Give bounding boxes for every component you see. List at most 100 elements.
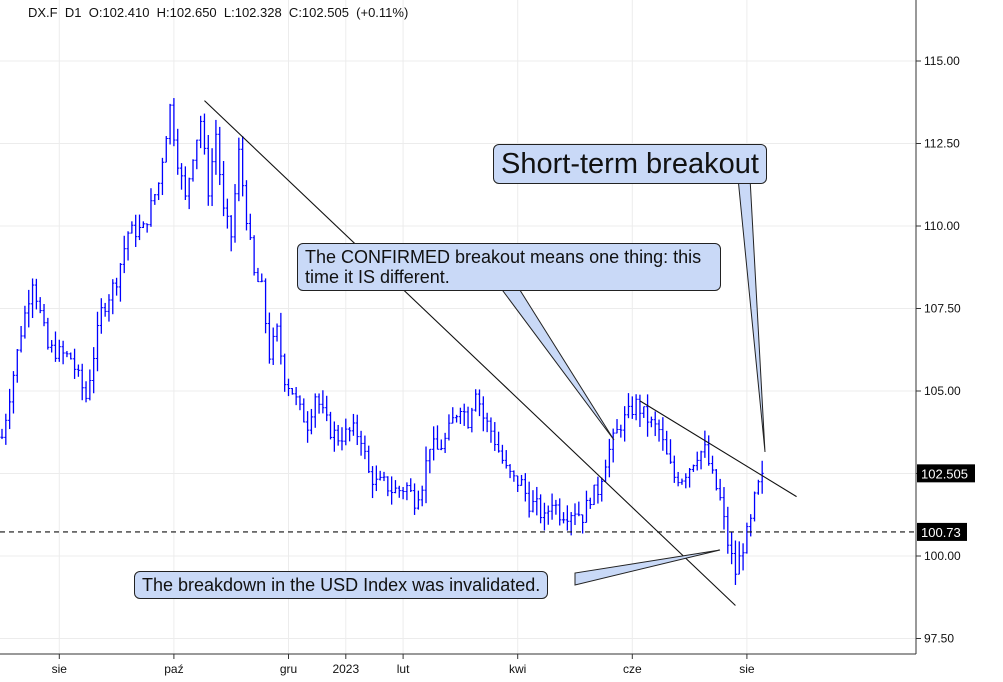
annotation-short-term-breakout: Short-term breakout bbox=[493, 144, 767, 185]
price-bar bbox=[493, 422, 497, 451]
price-bar bbox=[88, 369, 92, 401]
price-bar bbox=[233, 184, 237, 243]
price-bar bbox=[577, 501, 581, 517]
price-bar bbox=[546, 505, 550, 525]
x-tick-label: sie bbox=[739, 662, 755, 676]
price-bar bbox=[489, 417, 493, 443]
price-bar bbox=[65, 350, 69, 358]
price-bar bbox=[153, 193, 157, 205]
price-bar bbox=[149, 188, 153, 227]
price-bar bbox=[416, 490, 420, 510]
price-bar bbox=[435, 425, 440, 450]
chart-grid bbox=[0, 0, 916, 654]
price-bar bbox=[191, 159, 195, 182]
price-bar bbox=[38, 297, 42, 314]
price-bar bbox=[313, 393, 317, 428]
price-bar bbox=[565, 505, 569, 531]
price-bar bbox=[370, 466, 375, 499]
price-bar bbox=[535, 486, 539, 516]
price-bar bbox=[443, 432, 447, 454]
price-bar bbox=[271, 327, 275, 365]
price-bar bbox=[554, 499, 558, 515]
price-bar bbox=[95, 311, 100, 372]
price-bar bbox=[4, 413, 8, 445]
price-bar bbox=[164, 136, 168, 163]
price-bar bbox=[294, 387, 298, 406]
price-bar bbox=[695, 451, 699, 471]
price-bar bbox=[42, 303, 46, 327]
price-bar bbox=[298, 395, 302, 411]
price-bar bbox=[145, 223, 149, 233]
price-bar bbox=[474, 389, 478, 412]
price-bar bbox=[244, 180, 249, 231]
trendlines bbox=[0, 100, 916, 606]
price-bar bbox=[485, 412, 489, 433]
price-bar bbox=[363, 435, 367, 460]
price-bar bbox=[397, 485, 401, 498]
price-bar bbox=[27, 289, 31, 328]
price-bar bbox=[668, 439, 673, 464]
price-bar bbox=[615, 419, 619, 434]
x-tick-label: 2023 bbox=[332, 662, 359, 676]
price-bar bbox=[447, 414, 451, 441]
price-bar bbox=[15, 348, 19, 383]
price-bar bbox=[519, 474, 524, 486]
price-bar bbox=[134, 214, 138, 248]
price-bar bbox=[703, 430, 707, 458]
trendline-short-term-resistance bbox=[639, 400, 797, 498]
price-bars bbox=[0, 98, 764, 585]
price-bar bbox=[393, 480, 398, 494]
x-tick-label: lut bbox=[397, 662, 410, 676]
price-bar bbox=[130, 221, 134, 234]
price-bar bbox=[405, 482, 409, 501]
price-bar bbox=[179, 163, 184, 190]
price-bar bbox=[756, 479, 760, 495]
price-bar bbox=[649, 416, 653, 428]
price-bar bbox=[332, 421, 336, 452]
price-bar bbox=[481, 396, 485, 432]
price-bar bbox=[500, 444, 505, 464]
price-bar bbox=[592, 484, 596, 506]
price-bar bbox=[760, 460, 764, 494]
price-bar bbox=[504, 450, 508, 469]
price-bar bbox=[325, 395, 329, 422]
price-bar bbox=[157, 182, 161, 201]
trendline-long-term-resistance bbox=[204, 100, 736, 606]
price-bar bbox=[634, 394, 638, 421]
price-bar bbox=[714, 469, 718, 491]
price-bar bbox=[733, 540, 738, 585]
price-bar bbox=[340, 427, 344, 451]
price-bar bbox=[252, 235, 256, 276]
price-bar bbox=[168, 103, 172, 145]
price-bar bbox=[386, 476, 390, 497]
price-bar bbox=[477, 389, 482, 417]
price-bar bbox=[718, 478, 722, 501]
price-bar bbox=[321, 390, 325, 414]
price-bar bbox=[218, 126, 222, 186]
price-bar bbox=[0, 428, 4, 440]
price-bar bbox=[23, 305, 27, 339]
pointer-breakdown-invalidated bbox=[574, 549, 721, 586]
price-bar bbox=[607, 438, 611, 478]
price-bar bbox=[470, 407, 474, 433]
price-bar bbox=[176, 128, 180, 175]
price-bar bbox=[497, 431, 501, 453]
price-bar bbox=[508, 464, 512, 479]
price-bar bbox=[581, 514, 585, 534]
price-bar bbox=[290, 388, 294, 395]
x-tick-label: paź bbox=[164, 662, 183, 676]
price-bar bbox=[210, 148, 214, 207]
price-bar bbox=[676, 471, 680, 487]
price-bar bbox=[241, 136, 245, 197]
price-bar bbox=[336, 424, 340, 446]
price-bar bbox=[741, 543, 745, 571]
price-bar bbox=[107, 294, 111, 322]
level-price-tag bbox=[917, 522, 967, 541]
price-bar bbox=[439, 439, 443, 451]
price-bar bbox=[214, 119, 218, 175]
price-bar bbox=[46, 317, 50, 350]
price-bar bbox=[642, 406, 646, 418]
price-bar bbox=[527, 481, 531, 518]
price-bar bbox=[256, 267, 260, 283]
